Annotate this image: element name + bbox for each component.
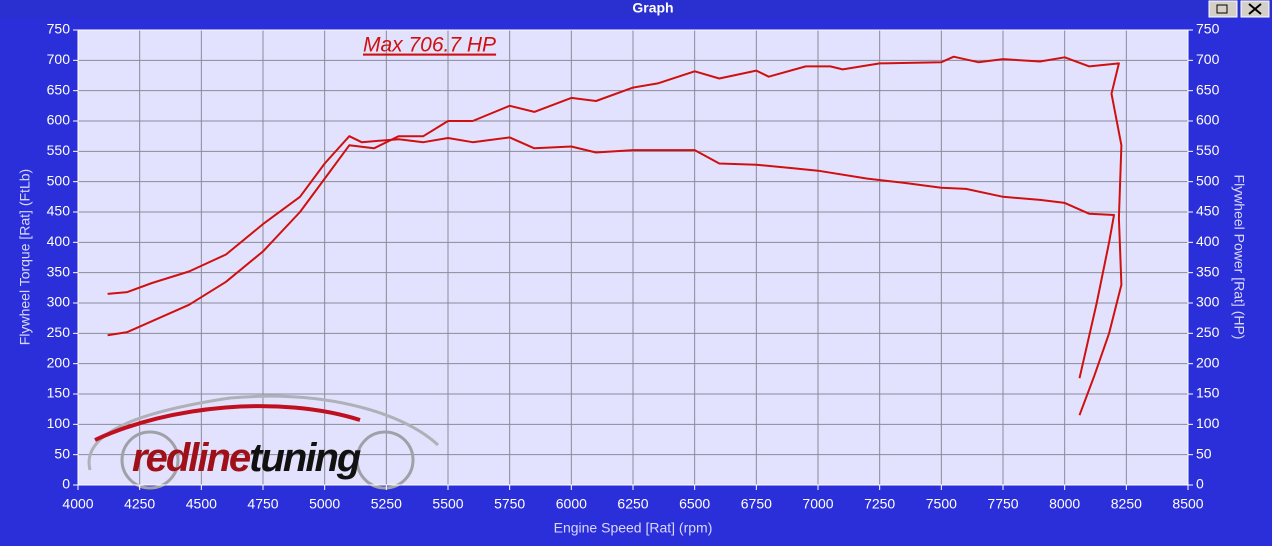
x-tick-label: 8500 — [1172, 496, 1203, 512]
x-tick-label: 6500 — [679, 496, 710, 512]
window-title: Graph — [632, 0, 673, 16]
y2-tick-label: 550 — [1196, 142, 1220, 158]
y-tick-label: 250 — [47, 324, 71, 340]
y-tick-label: 500 — [47, 172, 71, 188]
x-tick-label: 5250 — [371, 496, 402, 512]
y-tick-label: 450 — [47, 203, 71, 219]
y2-tick-label: 250 — [1196, 324, 1220, 340]
y-tick-label: 750 — [47, 21, 71, 37]
y-axis-title: Flywheel Torque [Rat] (FtLb) — [17, 169, 33, 345]
y2-tick-label: 650 — [1196, 81, 1220, 97]
x-axis-title: Engine Speed [Rat] (rpm) — [554, 520, 713, 536]
y-tick-label: 150 — [47, 385, 71, 401]
y-tick-label: 650 — [47, 81, 71, 97]
y2-tick-label: 500 — [1196, 172, 1220, 188]
x-tick-label: 4000 — [62, 496, 93, 512]
y-tick-label: 600 — [47, 112, 71, 128]
y2-tick-label: 200 — [1196, 354, 1220, 370]
restore-button[interactable] — [1208, 0, 1238, 18]
restore-icon — [1216, 4, 1228, 14]
y-tick-label: 400 — [47, 233, 71, 249]
x-tick-label: 5500 — [432, 496, 463, 512]
y2-tick-label: 50 — [1196, 445, 1212, 461]
logo-text: redlinetuning — [132, 436, 361, 480]
title-bar — [0, 0, 1272, 18]
x-tick-label: 5000 — [309, 496, 340, 512]
x-tick-label: 7250 — [864, 496, 895, 512]
y2-tick-label: 450 — [1196, 203, 1220, 219]
close-icon — [1248, 3, 1262, 15]
x-tick-label: 7500 — [926, 496, 957, 512]
logo: redlinetuning — [87, 394, 440, 490]
y2-tick-label: 100 — [1196, 415, 1220, 431]
y2-tick-label: 150 — [1196, 385, 1220, 401]
y-tick-label: 700 — [47, 51, 71, 67]
y-tick-label: 350 — [47, 263, 71, 279]
y-tick-label: 300 — [47, 294, 71, 310]
y2-tick-label: 600 — [1196, 112, 1220, 128]
x-tick-label: 6250 — [617, 496, 648, 512]
logo-wheel — [355, 430, 415, 490]
x-tick-label: 7000 — [802, 496, 833, 512]
y2-tick-label: 350 — [1196, 263, 1220, 279]
y2-tick-label: 700 — [1196, 51, 1220, 67]
y-tick-label: 550 — [47, 142, 71, 158]
y2-axis-title: Flywheel Power [Rat] (HP) — [1231, 175, 1247, 340]
x-tick-label: 4500 — [186, 496, 217, 512]
x-tick-label: 6750 — [741, 496, 772, 512]
y2-tick-label: 0 — [1196, 476, 1204, 492]
series-line — [107, 135, 1115, 379]
annotation: Max 706.7 HP — [363, 34, 496, 57]
y-tick-label: 0 — [62, 476, 70, 492]
y-tick-label: 200 — [47, 354, 71, 370]
y2-tick-label: 750 — [1196, 21, 1220, 37]
x-tick-label: 8250 — [1111, 496, 1142, 512]
x-tick-label: 6000 — [556, 496, 587, 512]
logo-wheel — [120, 430, 180, 490]
logo-part: redline — [132, 436, 251, 480]
y-tick-label: 100 — [47, 415, 71, 431]
x-tick-label: 7750 — [987, 496, 1018, 512]
x-tick-label: 5750 — [494, 496, 525, 512]
x-tick-label: 4750 — [247, 496, 278, 512]
plot-border — [77, 29, 1189, 486]
y-tick-label: 50 — [54, 445, 70, 461]
logo-swoosh — [94, 404, 361, 442]
y2-tick-label: 300 — [1196, 294, 1220, 310]
logo-part: tuning — [249, 436, 361, 480]
x-tick-label: 4250 — [124, 496, 155, 512]
series-line — [107, 55, 1123, 416]
x-tick-label: 8000 — [1049, 496, 1080, 512]
y2-tick-label: 400 — [1196, 233, 1220, 249]
